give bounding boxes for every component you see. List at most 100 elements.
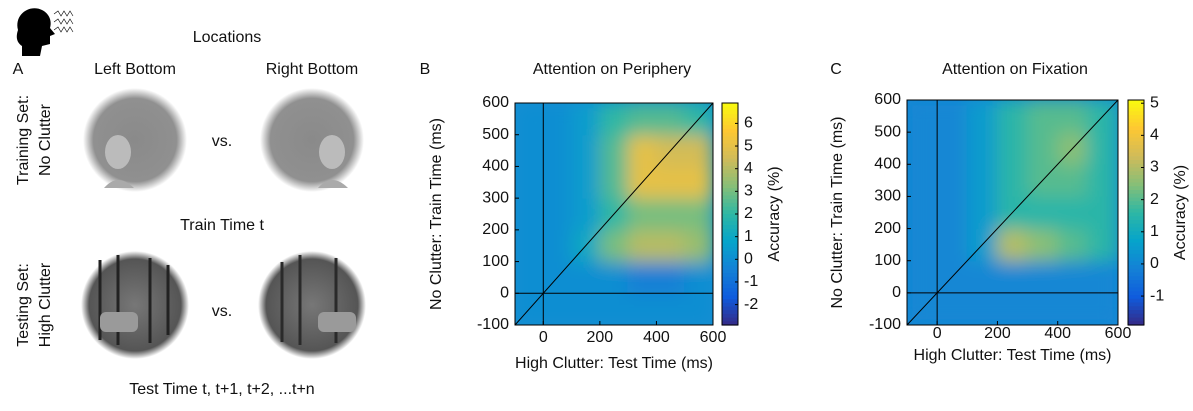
heatmap-cell (907, 100, 938, 133)
colorbar-band (1128, 317, 1144, 322)
heatmap-cell (627, 134, 657, 167)
colorbar-band (1128, 186, 1144, 191)
colorbar-band (722, 306, 738, 311)
colorbar-band (722, 321, 738, 326)
x-tick-label: 200 (984, 325, 1011, 342)
row-label: Testing Set: (15, 263, 32, 347)
panel-label: C (830, 61, 842, 78)
colorbar-band (1128, 250, 1144, 255)
colorbar-band (1128, 130, 1144, 135)
colorbar-band (1128, 175, 1144, 180)
colorbar-band (722, 258, 738, 263)
heatmap-cell (996, 100, 1029, 133)
heatmap-cell (655, 197, 686, 231)
heatmap-cell (1087, 228, 1118, 262)
row-label: High Clutter (37, 262, 54, 347)
heatmap-cell (599, 292, 629, 325)
heatmap-cell (1027, 100, 1059, 133)
heatmap-cell (1027, 131, 1059, 165)
y-tick-label: 200 (874, 220, 901, 237)
colorbar-band (1128, 235, 1144, 240)
forest-stimulus (81, 251, 366, 359)
colorbar-band (1128, 111, 1144, 116)
colorbar-band (1128, 201, 1144, 206)
x-tick-label: 0 (933, 325, 942, 342)
versus: vs. (212, 303, 232, 320)
heatmap-cell (936, 163, 968, 197)
colorbar-band (1128, 313, 1144, 319)
heatmap-cell (627, 261, 657, 294)
heatmap-cell (1087, 131, 1118, 165)
heatmap-cell (684, 261, 713, 294)
colorbar-band (1128, 197, 1144, 202)
x-tick-label: 0 (539, 329, 548, 346)
heatmap-cell (936, 100, 968, 133)
heatmap-cell (907, 131, 938, 165)
colorbar-band (1128, 216, 1144, 221)
colorbar-band (1128, 272, 1144, 277)
heatmap-cell (1057, 292, 1089, 325)
heatmap-cell (542, 292, 573, 325)
colorbar-band (1128, 115, 1144, 120)
column-label: Right Bottom (266, 61, 358, 78)
heatmap-cell (907, 195, 938, 230)
heatmap-cell (1027, 260, 1059, 294)
colorbar-band (1128, 302, 1144, 307)
heatmap-cell (655, 292, 686, 325)
colorbar-band (722, 254, 738, 259)
x-tick-label: 600 (700, 329, 727, 346)
colorbar-band (722, 114, 738, 119)
heatmap-cell (542, 134, 573, 167)
heatmap-cell (966, 163, 998, 197)
colorbar-band (1128, 205, 1144, 210)
colorbar-band (1128, 156, 1144, 161)
y-tick-label: 400 (482, 158, 509, 175)
y-axis-label: No Clutter: Train Time (ms) (428, 118, 445, 310)
y-tick-label: 200 (482, 221, 509, 238)
colorbar-band (722, 173, 738, 178)
heatmap-cell (571, 103, 601, 136)
colorbar-band (1128, 103, 1144, 109)
heatmap-cell (1057, 260, 1089, 294)
colorbar-band (1128, 287, 1144, 292)
heatmap-cell (1087, 292, 1118, 325)
heatmap-cell (684, 165, 713, 199)
heatmap-cells (515, 103, 713, 325)
colorbar-band (722, 243, 738, 248)
heatmap-cell (571, 197, 601, 231)
colorbar-band (722, 269, 738, 274)
heatmap-cell (599, 165, 629, 199)
heatmap-cell (542, 197, 573, 231)
heatmap-cell (542, 165, 573, 199)
colorbar-band (1128, 100, 1144, 105)
heatmap-cell (996, 292, 1029, 325)
face-stimulus (83, 88, 364, 192)
heatmap-cell (627, 292, 657, 325)
colorbar-band (722, 143, 738, 148)
colorbar-tick-label: 5 (1150, 94, 1159, 111)
heatmap-cell (655, 229, 686, 263)
heatmap-cell (936, 195, 968, 230)
heatmap-cell (542, 229, 573, 263)
colorbar-band (1128, 246, 1144, 251)
heatmap-cell (599, 261, 629, 294)
heatmap-cell (1027, 292, 1059, 325)
caption: Test Time t, t+1, t+2, ...t+n (129, 381, 314, 398)
y-tick-label: -100 (869, 316, 901, 333)
colorbar-band (722, 202, 738, 208)
colorbar-tick-label: 5 (744, 137, 753, 154)
colorbar-band (722, 265, 738, 271)
colorbar-band (1128, 295, 1144, 300)
colorbar-band (722, 184, 738, 189)
y-tick-label: 100 (874, 252, 901, 269)
heatmap-cell (1027, 228, 1059, 262)
colorbar-band (722, 225, 738, 230)
colorbar-tick-label: 3 (744, 183, 753, 200)
heatmap-cell (655, 261, 686, 294)
heatmap-cell (684, 197, 713, 231)
colorbar-band (1128, 148, 1144, 154)
head-icon (16, 8, 74, 57)
y-tick-label: -100 (477, 316, 509, 333)
x-axis-label: High Clutter: Test Time (ms) (914, 347, 1112, 364)
heatmap-cell (571, 134, 601, 167)
